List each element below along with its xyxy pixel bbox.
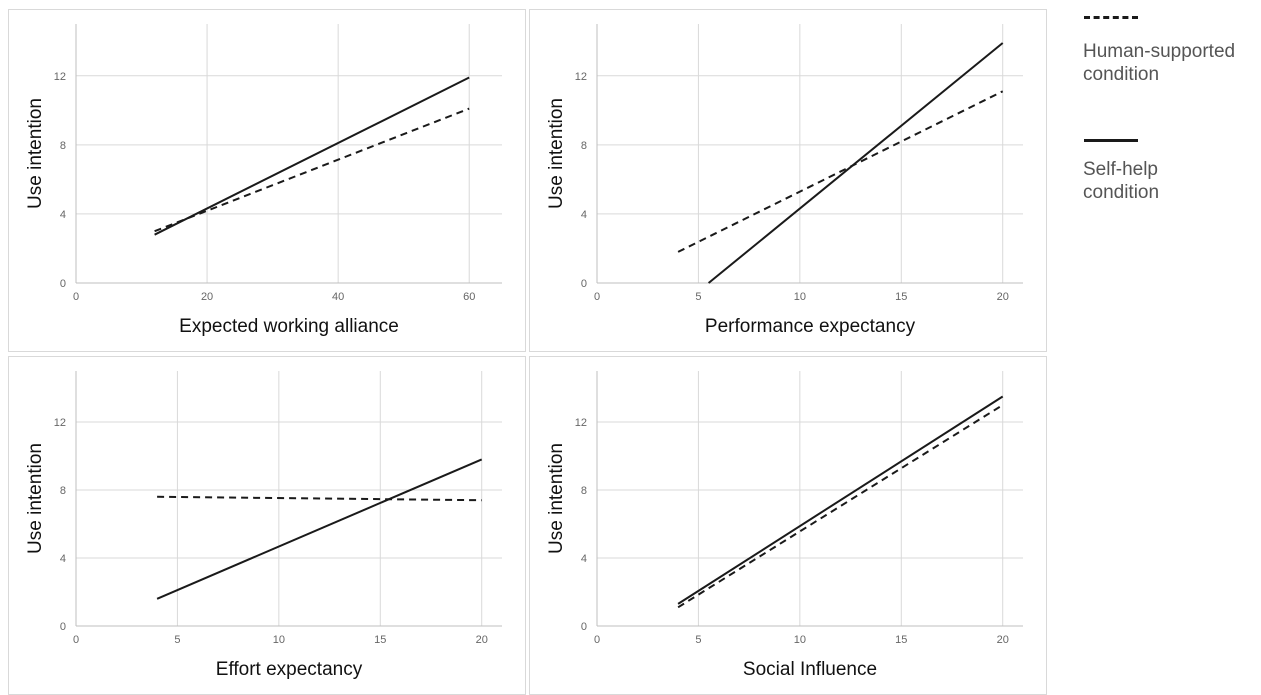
y-tick-label: 8: [60, 140, 66, 152]
y-tick-label: 0: [60, 621, 66, 633]
y-tick-label: 0: [60, 278, 66, 290]
legend-label-line: condition: [1083, 182, 1160, 203]
series-line-human-supported: [154, 107, 470, 233]
y-tick-label: 8: [581, 140, 587, 152]
legend-swatch-dashed: [1084, 16, 1138, 19]
chart-svg: 0 5 10 15 20 0 4 8 12 Effort expectancy Use intent…: [25, 371, 502, 680]
y-tick-label: 4: [581, 553, 587, 565]
legend-label-line: condition: [1083, 64, 1160, 85]
chart-panel-social-influence: 0 5 10 15 20 0 4 8 12 Social Influence Use intenti…: [529, 356, 1047, 695]
x-tick-label: 5: [174, 634, 180, 646]
legend-label-line: Self-help: [1083, 159, 1158, 180]
x-axis-label: Effort expectancy: [216, 659, 363, 680]
y-tick-label: 12: [54, 71, 66, 83]
x-tick-label: 0: [73, 634, 79, 646]
y-tick-label: 12: [575, 71, 587, 83]
x-tick-label: 40: [332, 291, 344, 303]
series-line-human-supported: [677, 90, 1004, 253]
series-line-self-help: [154, 76, 470, 236]
y-tick-label: 0: [581, 621, 587, 633]
y-tick-label: 4: [60, 553, 66, 565]
x-tick-label: 15: [374, 634, 386, 646]
y-tick-label: 0: [581, 278, 587, 290]
chart-svg: 0 20 40 60 0 4 8 12 Expected working alliance Use…: [25, 24, 502, 337]
x-tick-label: 20: [997, 634, 1009, 646]
y-tick-label: 8: [581, 485, 587, 497]
series-line-self-help: [677, 395, 1004, 605]
x-tick-label: 10: [794, 291, 806, 303]
x-tick-label: 5: [695, 291, 701, 303]
series-line-human-supported: [677, 404, 1004, 609]
x-tick-label: 60: [463, 291, 475, 303]
y-tick-label: 4: [60, 209, 66, 221]
series-line-human-supported: [157, 495, 482, 502]
x-tick-label: 10: [794, 634, 806, 646]
x-tick-label: 0: [73, 291, 79, 303]
legend-label-line: Human-supported: [1083, 41, 1236, 62]
series-line-self-help: [156, 458, 483, 600]
x-tick-label: 20: [476, 634, 488, 646]
x-axis-label: Performance expectancy: [705, 316, 916, 337]
legend-label-self-help: Self-help condition: [1083, 158, 1159, 204]
y-axis-label: Use intention: [546, 443, 567, 554]
chart-svg: 0 5 10 15 20 0 4 8 12 Performance expectancy Use i…: [546, 24, 1023, 337]
chart-panel-expected-working-alliance: 0 20 40 60 0 4 8 12 Expected working alliance Use…: [8, 9, 526, 352]
x-tick-label: 15: [895, 291, 907, 303]
series-line-self-help: [707, 42, 1004, 284]
y-axis-label: Use intention: [25, 443, 46, 554]
legend: Human-supported condition Self-help cond…: [1060, 0, 1260, 240]
legend-label-human-supported: Human-supported condition: [1083, 40, 1235, 86]
x-tick-label: 20: [997, 291, 1009, 303]
legend-swatch-solid: [1084, 139, 1138, 142]
x-tick-label: 20: [201, 291, 213, 303]
chart-panel-performance-expectancy: 0 5 10 15 20 0 4 8 12 Performance expectancy Use i…: [529, 9, 1047, 352]
x-axis-label: Social Influence: [743, 659, 877, 680]
x-tick-label: 10: [273, 634, 285, 646]
y-tick-label: 12: [575, 417, 587, 429]
chart-svg: 0 5 10 15 20 0 4 8 12 Social Influence Use intenti…: [546, 371, 1023, 680]
y-tick-label: 4: [581, 209, 587, 221]
x-tick-label: 15: [895, 634, 907, 646]
x-axis-label: Expected working alliance: [179, 316, 399, 337]
y-tick-label: 12: [54, 417, 66, 429]
y-tick-label: 8: [60, 485, 66, 497]
y-axis-label: Use intention: [546, 98, 567, 209]
x-tick-label: 0: [594, 634, 600, 646]
chart-panel-effort-expectancy: 0 5 10 15 20 0 4 8 12 Effort expectancy Use intent…: [8, 356, 526, 695]
y-axis-label: Use intention: [25, 98, 46, 209]
x-tick-label: 0: [594, 291, 600, 303]
x-tick-label: 5: [695, 634, 701, 646]
